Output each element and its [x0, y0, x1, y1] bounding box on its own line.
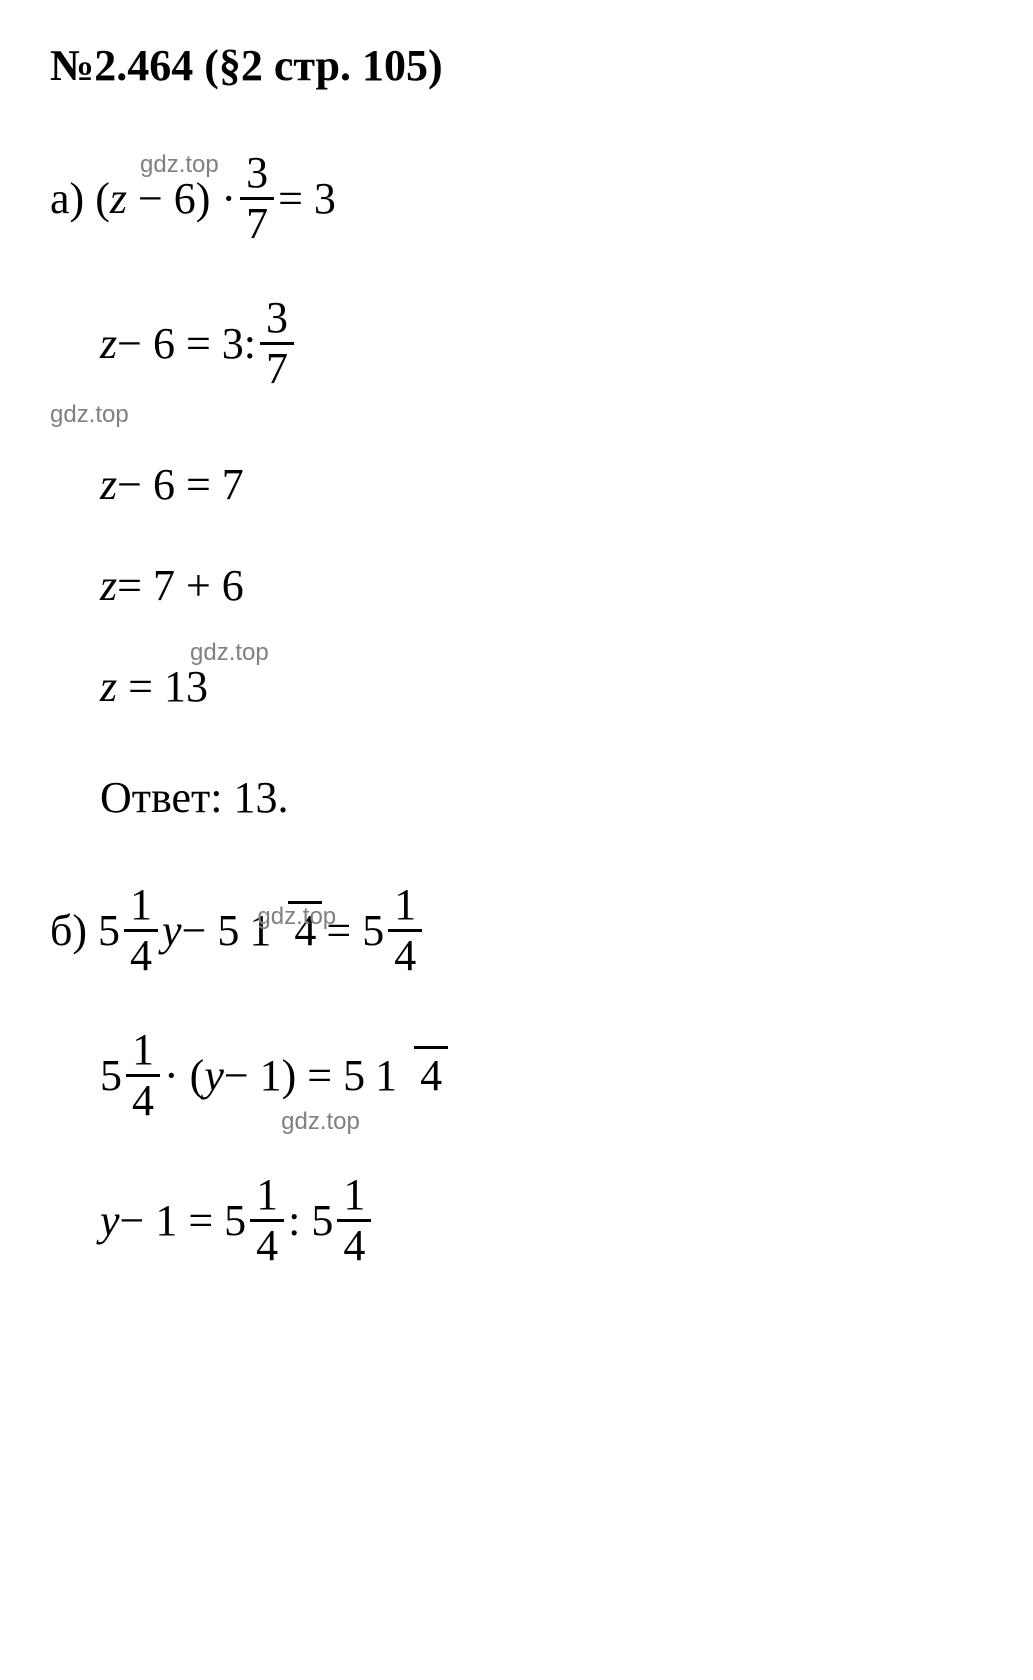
problem-title: №2.464 (§2 стр. 105)	[50, 40, 993, 91]
part-b-eq1: б) 5 1 4 y − 5 gdz.top 1 4 = 5 1 4	[50, 883, 993, 978]
text-segment: − 1 = 5	[120, 1195, 247, 1246]
fraction: 1 4	[250, 1173, 284, 1268]
fraction: 3 7	[260, 296, 294, 391]
text-segment: · (	[164, 1050, 204, 1101]
numerator: 1	[369, 1051, 403, 1102]
var-z: z	[100, 560, 117, 611]
text-segment: = 13	[117, 662, 208, 711]
watermark-text: gdz.top	[140, 151, 219, 179]
denominator: 7	[260, 342, 294, 391]
text-segment: − 6 = 7	[117, 459, 244, 510]
text-segment: = 7 + 6	[117, 560, 244, 611]
text-segment: − 5	[182, 905, 240, 956]
fraction: gdz.top 1 4	[243, 909, 322, 953]
denominator: 4	[126, 1074, 160, 1123]
answer-value: 13.	[234, 773, 289, 822]
var-y: y	[204, 1050, 224, 1101]
text-segment: 5	[100, 1050, 122, 1101]
fraction: 1 4	[337, 1173, 371, 1268]
text-segment: − 1) = 5	[224, 1050, 365, 1101]
numerator: 3	[240, 151, 274, 197]
part-a-eq2: z − 6 = 3: 3 7	[50, 296, 993, 391]
denominator: 4	[337, 1219, 371, 1268]
var-z: z	[100, 318, 117, 369]
var-z: z	[100, 662, 117, 711]
text-segment: : 5	[288, 1195, 333, 1246]
part-b-eq2: 5 1 4 · (y − 1) = 5 1 4 gdz.top	[50, 1028, 993, 1123]
denominator: 4	[250, 1219, 284, 1268]
watermark-text: gdz.top	[50, 401, 993, 429]
part-a-eq3: z − 6 = 7	[50, 459, 993, 510]
var-y: y	[162, 905, 182, 956]
answer-label: Ответ:	[100, 773, 234, 822]
fraction: 1 4	[126, 1028, 160, 1123]
part-b-eq3: y − 1 = 5 1 4 : 5 1 4	[50, 1173, 993, 1268]
answer-a: Ответ: 13.	[50, 772, 993, 823]
fraction: 1 4	[388, 883, 422, 978]
fraction: 1 4 gdz.top	[369, 1054, 448, 1098]
text-segment: − 6 = 3:	[117, 318, 256, 369]
denominator: 4	[124, 929, 158, 978]
var-z: z	[110, 174, 127, 223]
denominator: 4	[414, 1046, 448, 1100]
label-a: а)	[50, 174, 84, 223]
numerator: 1	[124, 883, 158, 929]
var-z: z	[100, 459, 117, 510]
paren-open: (	[95, 174, 110, 223]
watermark-text: gdz.top	[281, 1110, 360, 1134]
watermark-text: gdz.top	[257, 905, 336, 929]
text-segment: = 3	[278, 173, 336, 224]
numerator: 1	[250, 1173, 284, 1219]
part-a-eq5: gdz.top z = 13	[50, 661, 993, 712]
label-b: б)	[50, 905, 87, 956]
denominator: 7	[240, 197, 274, 246]
text-segment: − 6) ·	[127, 174, 236, 223]
part-a-eq4: z = 7 + 6	[50, 560, 993, 611]
var-y: y	[100, 1195, 120, 1246]
watermark-text: gdz.top	[190, 639, 269, 667]
numerator: 1	[337, 1173, 371, 1219]
numerator: 1	[388, 883, 422, 929]
denominator: 4	[388, 929, 422, 978]
fraction: 1 4	[124, 883, 158, 978]
numerator: 3	[260, 296, 294, 342]
text-segment: 5	[98, 905, 120, 956]
part-a-eq1: gdz.top а) (z − 6) · 3 7 = 3	[50, 151, 993, 246]
numerator: 1	[126, 1028, 160, 1074]
fraction: 3 7	[240, 151, 274, 246]
